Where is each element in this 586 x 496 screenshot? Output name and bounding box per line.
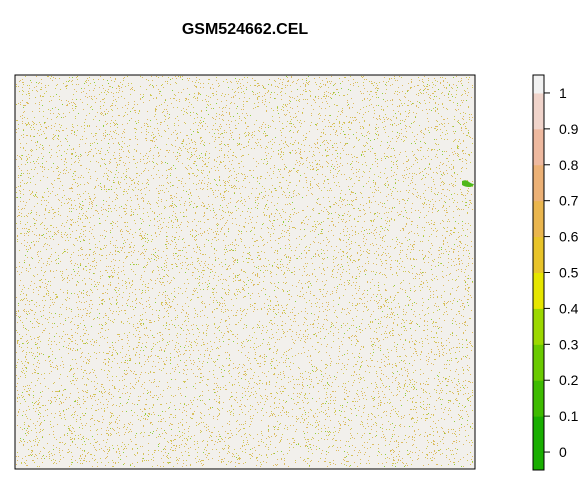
colorbar-tick-label: 0.1: [559, 408, 579, 424]
colorbar: [532, 74, 545, 471]
colorbar-segment: [533, 380, 544, 417]
colorbar-segment: [533, 128, 544, 166]
colorbar-segment: [533, 236, 544, 273]
colorbar-segment: [533, 164, 544, 202]
colorbar-tick-label: 0.6: [559, 229, 579, 245]
colorbar-tick-label: 0.7: [559, 193, 579, 209]
colorbar-segment: [533, 344, 544, 381]
colorbar-tick-label: 1: [559, 85, 567, 101]
colorbar-tick-label: 0.9: [559, 121, 579, 137]
colorbar-segment: [533, 75, 544, 94]
colorbar-tick-label: 0.2: [559, 372, 579, 388]
colorbar-segment: [533, 92, 544, 130]
colorbar-segment: [533, 200, 544, 238]
heatmap-frame: [14, 74, 476, 470]
colorbar-tick-label: 0.8: [559, 157, 579, 173]
colorbar-ticks: 1 0.9 0.8 0.7 0.6 0.5 0.4 0.3 0.2 0.1 0: [544, 85, 579, 460]
speckle-mid-low-values: [16, 76, 473, 467]
heatmap-speckle: [16, 76, 473, 467]
colorbar-tick-label: 0.4: [559, 300, 579, 316]
chart-title: GSM524662.CEL: [182, 21, 309, 38]
colorbar-tick-label: 0.5: [559, 265, 579, 281]
colorbar-segment: [533, 272, 544, 309]
colorbar-segment: [533, 308, 544, 345]
heatmap-background: [15, 75, 475, 469]
heatmap-panel: [15, 75, 475, 469]
speckle-mid-values: [16, 76, 473, 467]
colorbar-tick-label: 0: [559, 444, 567, 460]
colorbar-tick-label: 0.3: [559, 336, 579, 352]
colorbar-segment: [533, 416, 544, 471]
heatmap-artifact: [462, 180, 474, 187]
